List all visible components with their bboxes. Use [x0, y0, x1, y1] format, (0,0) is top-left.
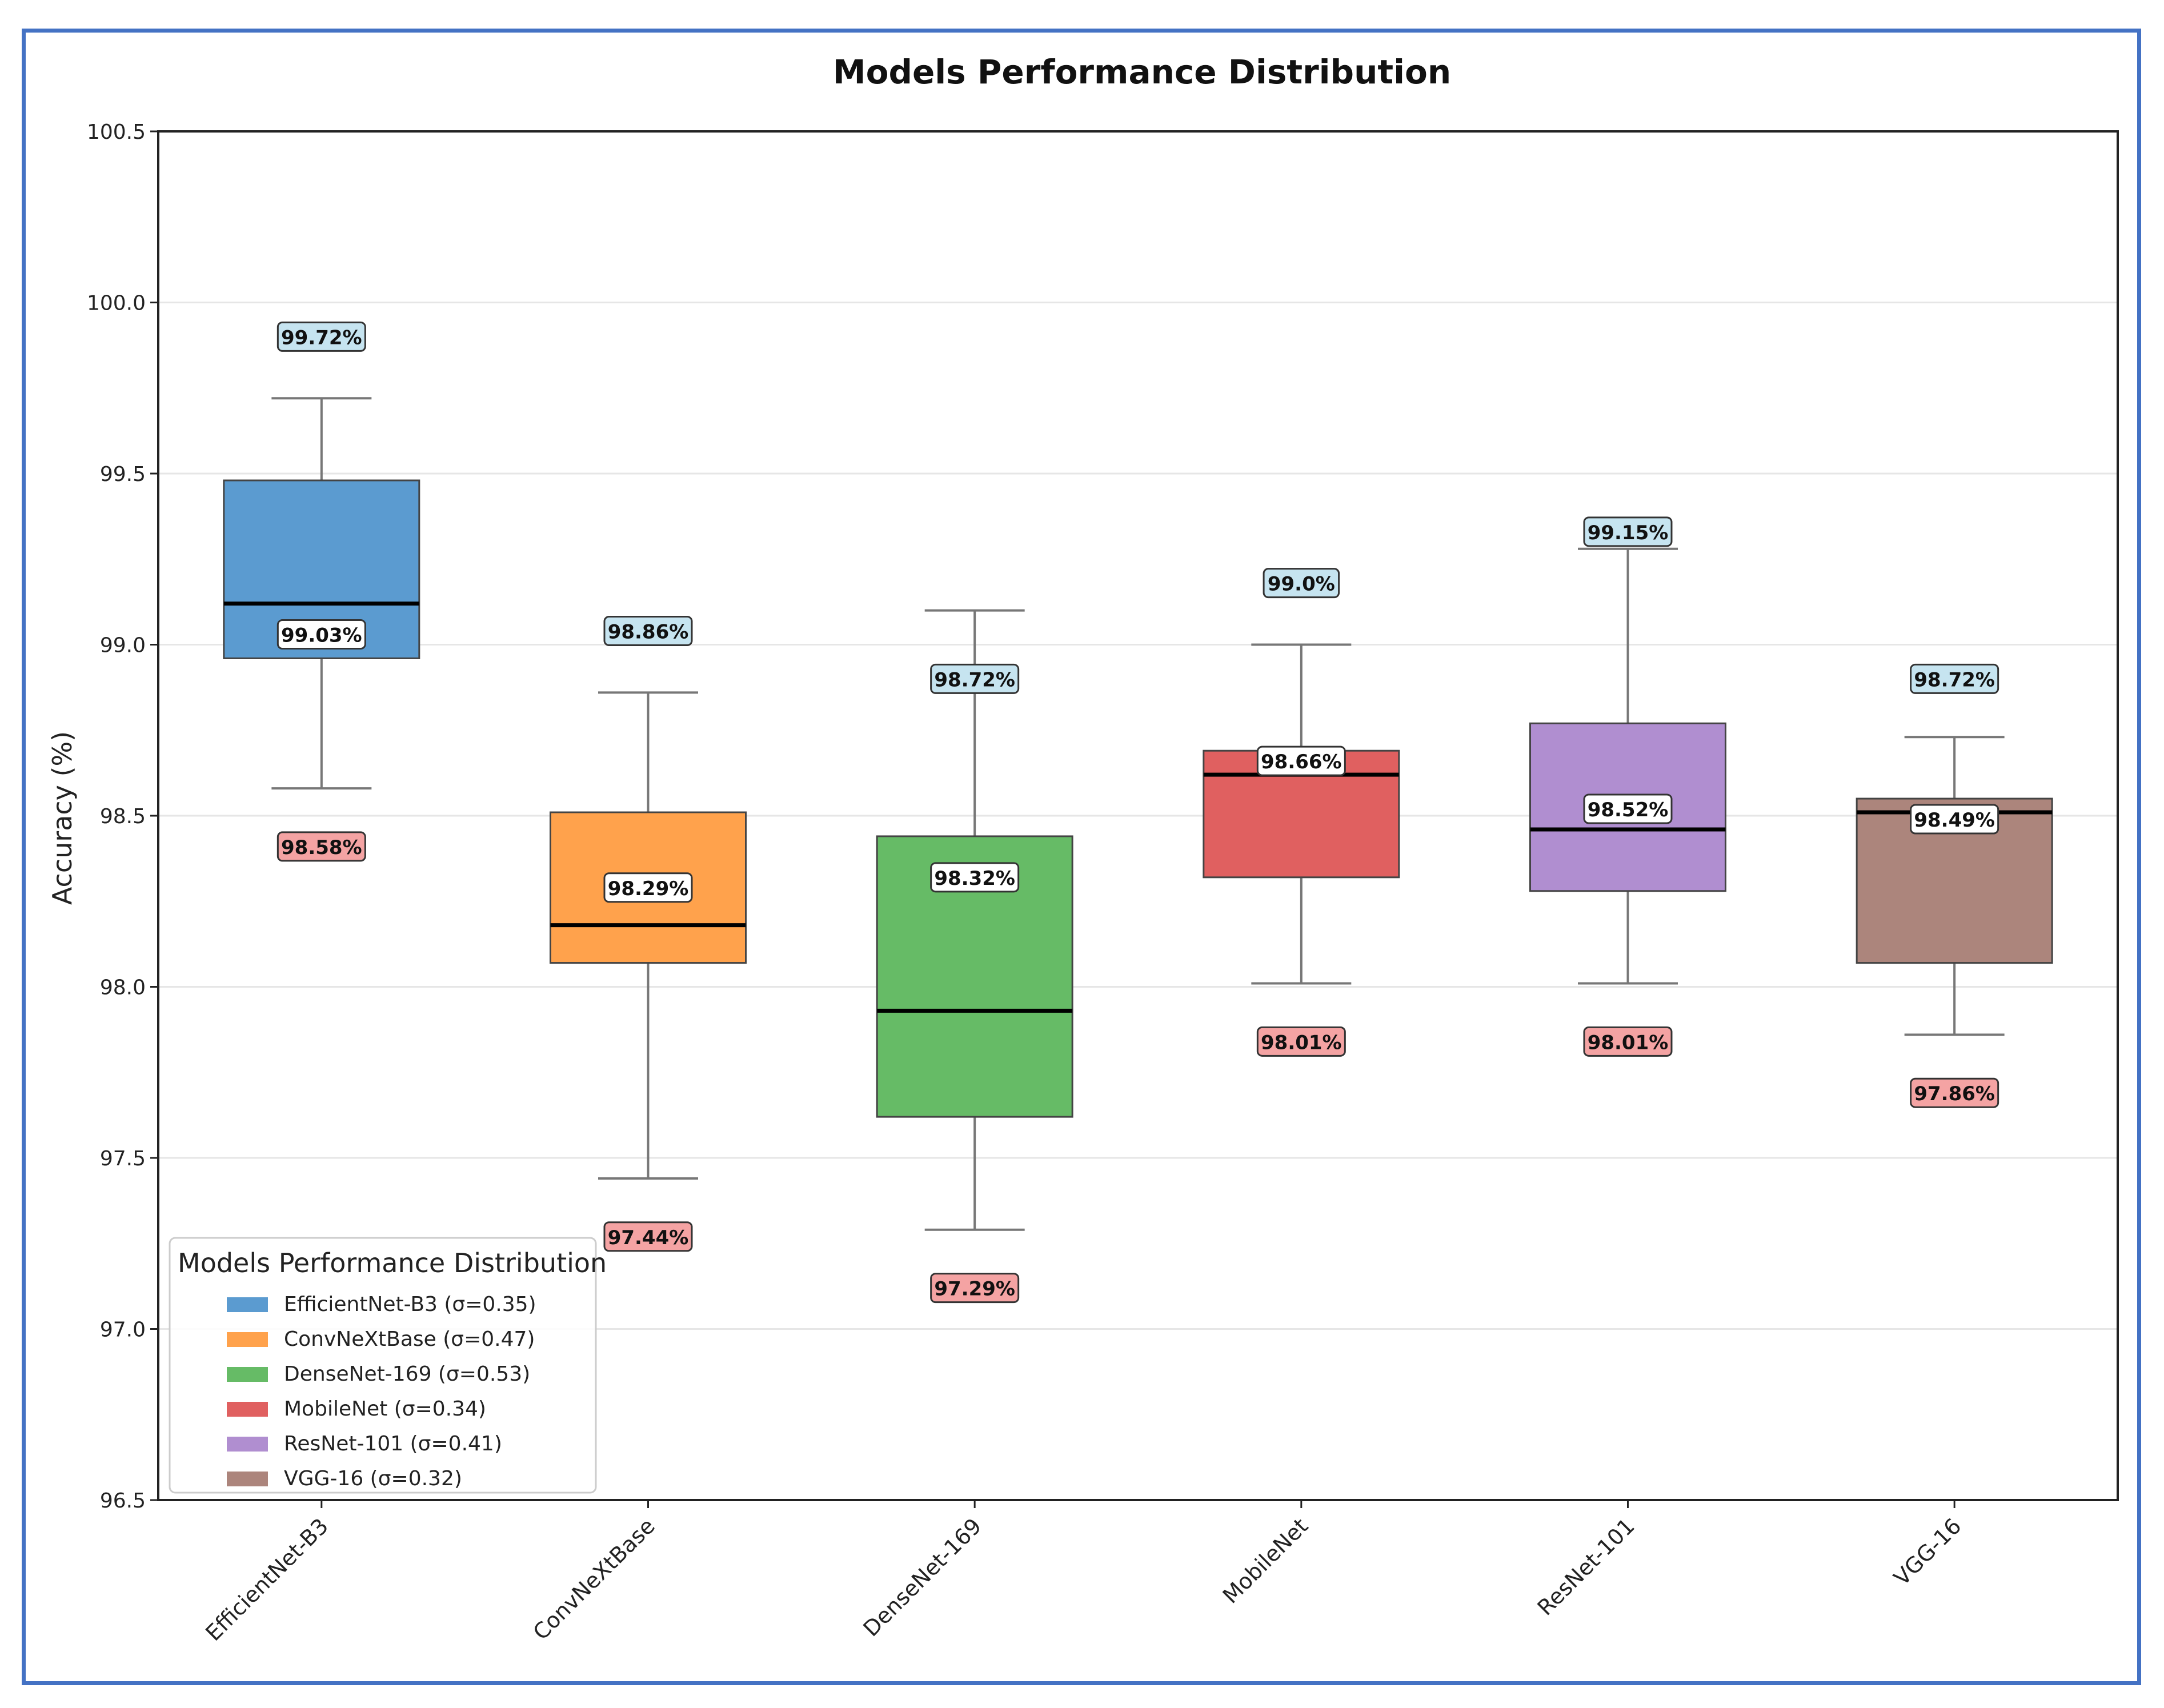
mean-label-box	[1583, 793, 1673, 824]
x-tick-label: ResNet-101	[1533, 1513, 1640, 1620]
mean-label-text: 98.32%	[934, 867, 1015, 890]
max-label-box	[930, 663, 1020, 694]
legend-entry: EfficientNet-B3 (σ=0.35)	[284, 1293, 536, 1316]
min-label-text: 98.01%	[1261, 1031, 1342, 1054]
mean-label: 98.66%	[1256, 745, 1346, 776]
box-efficientnet-b3: 99.72% 99.03% 98.58%	[223, 321, 420, 862]
legend-title: Models Performance Distribution	[178, 1248, 607, 1278]
min-label-box	[1256, 1026, 1346, 1057]
max-label: 98.72%	[1910, 663, 1999, 694]
mean-label-text: 98.29%	[608, 877, 689, 900]
max-label-text: 99.15%	[1588, 522, 1669, 544]
max-label-box	[1263, 568, 1340, 599]
min-label-text: 97.29%	[934, 1278, 1015, 1301]
x-tick-label: DenseNet-169	[858, 1513, 986, 1641]
legend-swatch	[227, 1367, 268, 1382]
mean-label-box	[1256, 745, 1346, 776]
mean-label-box	[276, 619, 366, 650]
legend-entry: VGG-16 (σ=0.32)	[284, 1467, 462, 1490]
min-label-box	[1583, 1026, 1673, 1057]
x-axis-ticks: EfficientNet-B3 ConvNeXtBase DenseNet-169 M…	[201, 1500, 1966, 1646]
box-plot-chart: Models Performance Distribution Accuracy…	[47, 53, 2119, 1646]
mean-label-box	[603, 872, 693, 903]
max-label-text: 98.72%	[1914, 668, 1995, 691]
box-series: 99.72% 99.03% 98.58% 98.86% 98.29% 97.44% 98.7…	[223, 321, 2053, 1304]
x-tick-label: ConvNeXtBase	[528, 1513, 660, 1645]
min-label-text: 98.58%	[281, 836, 362, 859]
min-label: 97.86%	[1910, 1077, 1999, 1108]
max-label: 98.72%	[930, 663, 1020, 694]
y-tick-label: 96.5	[100, 1489, 146, 1513]
min-label-box	[276, 831, 366, 862]
mean-label: 98.52%	[1583, 793, 1673, 824]
max-label-box	[276, 321, 366, 352]
min-label: 97.29%	[930, 1273, 1020, 1304]
min-label-text: 98.01%	[1588, 1031, 1669, 1054]
y-axis-label: Accuracy (%)	[47, 731, 78, 905]
mean-label-box	[930, 862, 1020, 893]
max-label: 98.86%	[603, 616, 693, 647]
min-label: 97.44%	[603, 1221, 693, 1252]
max-label: 99.72%	[276, 321, 366, 352]
legend-swatch	[227, 1332, 268, 1347]
y-tick-label: 98.5	[100, 805, 146, 828]
min-label-text: 97.44%	[608, 1226, 689, 1249]
mean-label: 99.03%	[276, 619, 366, 650]
max-label-box	[603, 616, 693, 647]
max-label: 99.0%	[1263, 568, 1340, 599]
max-label-box	[1583, 516, 1673, 547]
legend-swatch	[227, 1297, 268, 1312]
legend-entry: MobileNet (σ=0.34)	[284, 1397, 486, 1421]
max-label-text: 98.72%	[934, 668, 1015, 691]
min-label-text: 97.86%	[1914, 1082, 1995, 1105]
max-label-text: 99.72%	[281, 326, 362, 349]
x-tick-label: EfficientNet-B3	[201, 1513, 333, 1646]
y-tick-label: 100.5	[87, 121, 146, 144]
y-tick-label: 100.0	[87, 292, 146, 315]
max-label-text: 99.0%	[1268, 573, 1335, 596]
min-label-box	[603, 1221, 693, 1252]
y-axis-ticks: 96.5 97.0 97.5 98.0 98.5 99.0 99.5 100.0 100.5	[87, 121, 158, 1513]
mean-label-text: 98.66%	[1261, 751, 1342, 773]
x-tick-label: VGG-16	[1889, 1513, 1966, 1590]
y-tick-label: 97.0	[100, 1318, 146, 1342]
legend-entry: ConvNeXtBase (σ=0.47)	[284, 1328, 535, 1351]
mean-label: 98.32%	[930, 862, 1020, 893]
plot-area-border	[157, 130, 2119, 1501]
min-label-box	[930, 1273, 1020, 1304]
legend-frame	[169, 1237, 597, 1494]
mean-label: 98.29%	[603, 872, 693, 903]
box-resnet-101: 99.15% 98.52% 98.01%	[1529, 516, 1726, 1057]
y-tick-label: 97.5	[100, 1147, 146, 1170]
min-label: 98.01%	[1583, 1026, 1673, 1057]
min-label-box	[1910, 1077, 1999, 1108]
legend-swatch	[227, 1472, 268, 1486]
box-convnextbase: 98.86% 98.29% 97.44%	[550, 616, 747, 1252]
box-vgg-16: 98.72% 98.49% 97.86%	[1856, 663, 2053, 1108]
y-tick-label: 99.0	[100, 634, 146, 657]
chart-frame: Models Performance Distribution Accuracy…	[22, 29, 2141, 1685]
legend-entry: ResNet-101 (σ=0.41)	[284, 1432, 502, 1456]
box-mobilenet: 99.0% 98.66% 98.01%	[1203, 568, 1400, 1057]
mean-label-text: 98.52%	[1588, 799, 1669, 821]
min-label: 98.58%	[276, 831, 366, 862]
legend: Models Performance Distribution Efficient…	[169, 1237, 607, 1494]
mean-label: 98.49%	[1910, 804, 1999, 835]
max-label-box	[1910, 663, 1999, 694]
mean-label-text: 99.03%	[281, 624, 362, 647]
legend-entry: DenseNet-169 (σ=0.53)	[284, 1362, 530, 1386]
x-tick-label: MobileNet	[1218, 1513, 1313, 1608]
max-label-text: 98.86%	[608, 621, 689, 644]
legend-swatch	[227, 1437, 268, 1452]
mean-label-box	[1910, 804, 1999, 835]
min-label: 98.01%	[1256, 1026, 1346, 1057]
max-label: 99.15%	[1583, 516, 1673, 547]
box-densenet-169: 98.72% 98.32% 97.29%	[876, 609, 1073, 1304]
legend-swatch	[227, 1402, 268, 1417]
mean-label-text: 98.49%	[1914, 809, 1995, 832]
chart-title: Models Performance Distribution	[833, 53, 1451, 91]
y-tick-label: 99.5	[100, 463, 146, 486]
y-tick-label: 98.0	[100, 976, 146, 1000]
